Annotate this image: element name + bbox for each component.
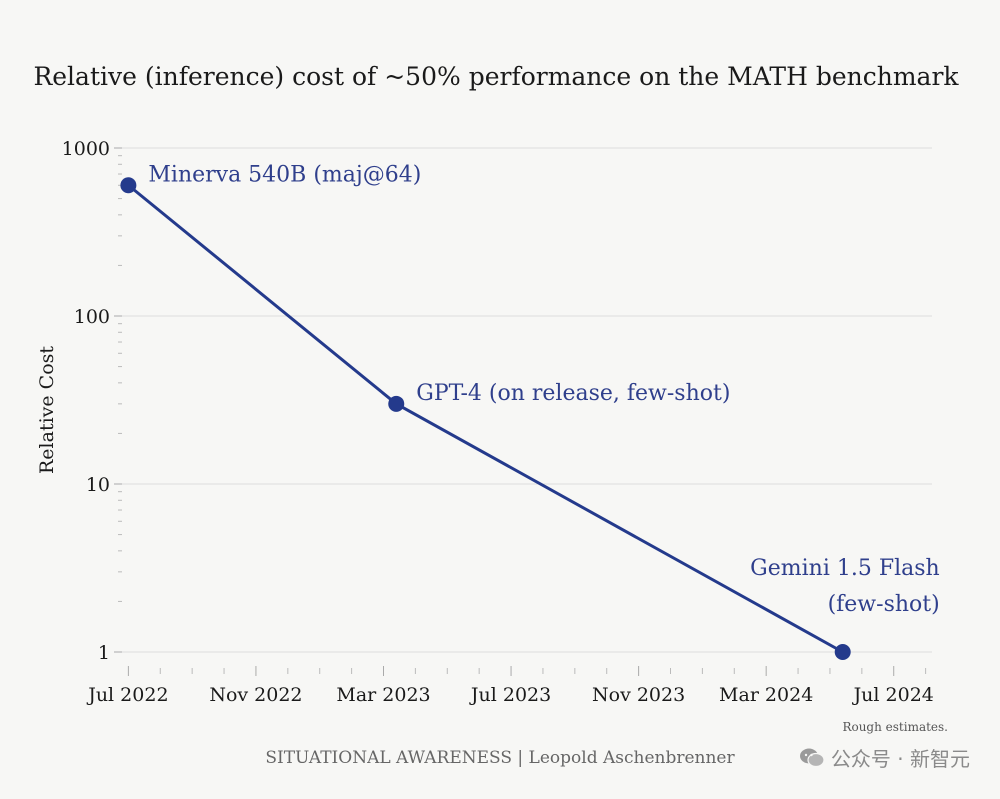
x-tick-label: Mar 2023 (336, 684, 430, 706)
annotations: Minerva 540B (maj@64) GPT-4 (on release, … (148, 162, 939, 617)
data-label: (few-shot) (828, 592, 940, 617)
series-line (127, 184, 844, 654)
wechat-icon (799, 747, 825, 769)
x-axis: Jul 2022 Nov 2022 Mar 2023 Jul 2023 Nov 2023… (86, 666, 934, 706)
x-tick-label: Jul 2024 (852, 684, 934, 706)
series (120, 177, 851, 660)
gridlines (122, 147, 932, 653)
y-tick-label: 100 (74, 306, 110, 328)
data-label: Gemini 1.5 Flash (750, 556, 940, 581)
data-point (120, 177, 137, 194)
x-tick-label: Nov 2023 (592, 684, 685, 706)
footer-credit: SITUATIONAL AWARENESS | Leopold Aschenbr… (265, 748, 735, 768)
data-label: GPT-4 (on release, few-shot) (416, 381, 730, 406)
estimate-note: Rough estimates. (842, 720, 948, 734)
data-point (388, 395, 405, 412)
y-tick-label: 10 (86, 474, 110, 496)
x-tick-label: Mar 2024 (719, 684, 813, 706)
data-point (834, 644, 851, 660)
watermark-text: 公众号 · 新智元 (830, 747, 970, 771)
y-axis-label: Relative Cost (36, 346, 58, 474)
x-tick-label: Jul 2022 (86, 684, 168, 706)
watermark: 公众号 · 新智元 (799, 743, 970, 772)
chart-title: Relative (inference) cost of ~50% perfor… (33, 62, 959, 91)
y-tick-label: 1000 (62, 138, 110, 160)
y-axis: 1 10 100 1000 (62, 138, 122, 664)
y-tick-label: 1 (98, 642, 110, 664)
x-tick-label: Jul 2023 (469, 684, 551, 706)
data-label: Minerva 540B (maj@64) (148, 162, 421, 187)
x-tick-label: Nov 2022 (209, 684, 302, 706)
